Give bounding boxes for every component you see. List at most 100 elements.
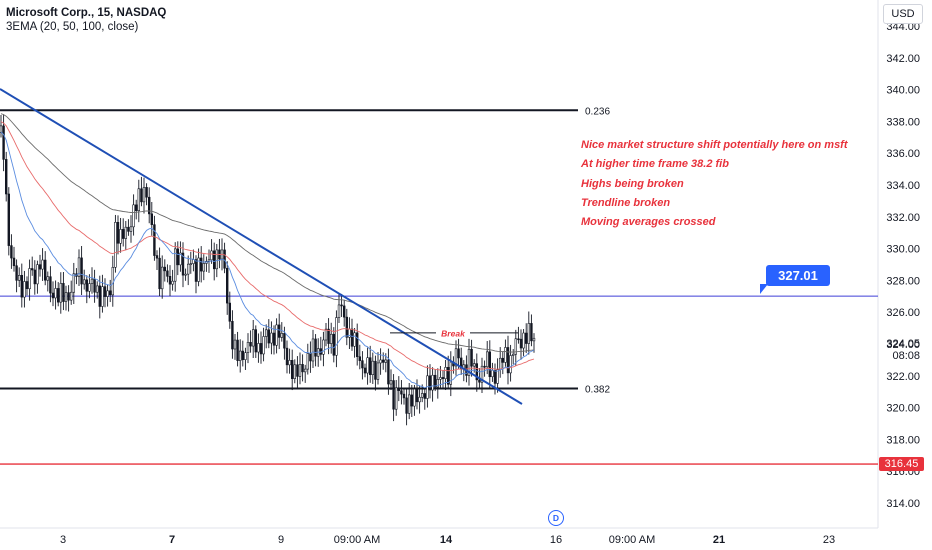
indicator-legend[interactable]: 3EMA (20, 50, 100, close) (6, 21, 139, 33)
candle-body (200, 257, 203, 272)
candle-body (36, 264, 39, 285)
candle-body (374, 360, 377, 380)
y-tick-label: 334.00 (886, 180, 920, 192)
candle-body (64, 292, 68, 302)
candle-body (514, 338, 518, 355)
candle-body (277, 324, 281, 338)
candle-body (226, 267, 229, 304)
candle-body (436, 379, 439, 388)
candle-body (498, 357, 502, 370)
candle-body (246, 341, 250, 353)
candles (0, 114, 536, 426)
candle-body (407, 394, 411, 414)
candle-body (379, 359, 382, 364)
x-tick-label: 21 (713, 534, 725, 546)
candle-body (303, 368, 307, 373)
price-badge[interactable]: 327.01 (766, 265, 830, 286)
note-fib: At higher time frame 38.2 fib (581, 158, 729, 170)
symbol-title: Microsoft Corp., 15, NASDAQ (6, 7, 167, 19)
candle-body (400, 390, 403, 395)
y-tick-label: 324.00 (886, 339, 920, 351)
candle-body (290, 360, 294, 379)
candle-body (33, 269, 37, 285)
candle-body (197, 257, 200, 282)
candle-body (202, 263, 205, 272)
candle-body (272, 332, 276, 346)
bar-countdown: 08:08 (892, 350, 920, 362)
currency-button[interactable]: USD (883, 4, 923, 24)
candle-body (194, 259, 198, 282)
candle-body (83, 279, 86, 285)
candle-body (420, 393, 424, 398)
candle-body (324, 328, 328, 341)
candle-body (472, 363, 476, 367)
candle-body (355, 332, 359, 358)
candle-body (257, 343, 260, 353)
candle-body (275, 324, 278, 346)
candle-body (353, 332, 356, 347)
candle-body (85, 279, 89, 292)
candle-body (93, 278, 96, 293)
candle-body (296, 364, 299, 377)
x-tick-label: 16 (550, 534, 562, 546)
candle-body (491, 370, 494, 378)
x-tick-label: 7 (169, 534, 175, 546)
y-tick-label: 344.00 (886, 21, 920, 33)
candle-body (67, 292, 70, 301)
candle-body (376, 362, 380, 380)
candle-body (509, 355, 512, 374)
candle-body (213, 250, 216, 270)
candle-body (358, 356, 361, 361)
candle-body (249, 341, 252, 347)
candle-body (392, 380, 395, 410)
candle-body (441, 377, 445, 380)
candle-body (361, 360, 364, 369)
dividend-marker-icon[interactable]: D (548, 510, 564, 526)
y-tick-label: 318.00 (886, 434, 920, 446)
candle-body (366, 357, 369, 374)
candle-body (350, 328, 354, 347)
candle-body (127, 226, 130, 232)
candle-body (96, 285, 99, 293)
candle-body (103, 286, 107, 297)
candle-body (428, 375, 432, 391)
candle-body (327, 328, 330, 344)
candle-body (298, 364, 302, 377)
candle-body (415, 388, 419, 403)
candle-body (70, 291, 73, 301)
candle-body (262, 336, 265, 355)
candle-body (254, 329, 257, 353)
y-tick-label: 332.00 (886, 212, 920, 224)
candle-body (41, 259, 44, 270)
candle-body (140, 188, 143, 203)
y-tick-label: 338.00 (886, 116, 920, 128)
candle-body (215, 249, 218, 270)
candle-body (293, 364, 296, 379)
candle-body (116, 221, 120, 244)
candle-body (394, 387, 398, 410)
y-tick-label: 320.00 (886, 403, 920, 415)
candle-body (210, 250, 213, 261)
candle-body (470, 348, 473, 367)
candle-body (322, 339, 325, 355)
candle-body (51, 292, 55, 299)
candle-body (80, 257, 83, 285)
candle-body (56, 288, 60, 303)
candle-body (181, 252, 185, 276)
candle-body (158, 257, 161, 290)
candle-body (270, 332, 273, 344)
candle-body (446, 367, 450, 385)
candle-body (132, 204, 135, 228)
candle-body (155, 255, 159, 259)
candle-body (15, 265, 18, 281)
candle-body (288, 360, 291, 366)
x-tick-label: 09:00 AM (334, 534, 380, 546)
candle-body (384, 359, 387, 363)
y-tick-label: 322.00 (886, 371, 920, 383)
candle-body (168, 275, 172, 285)
candle-body (129, 226, 133, 232)
candle-body (389, 380, 393, 385)
candle-body (119, 229, 122, 244)
candle-body (285, 347, 289, 366)
